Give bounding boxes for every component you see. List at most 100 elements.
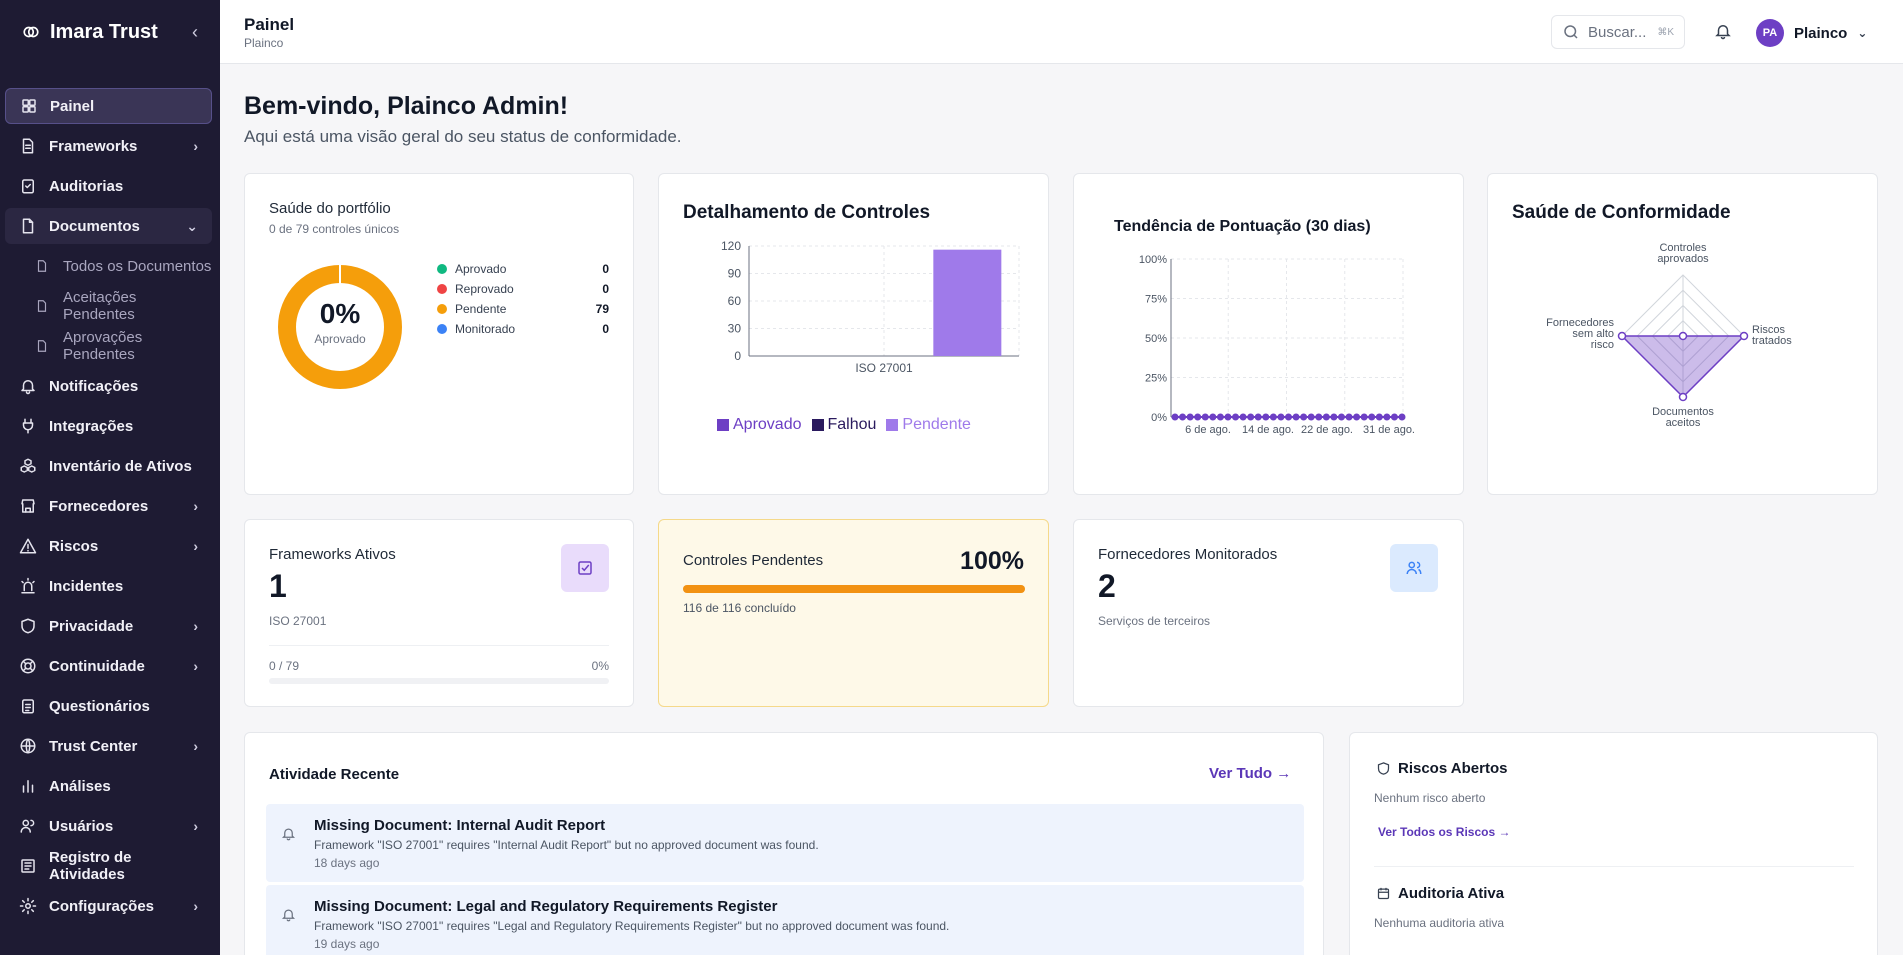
sidebar-item-auditorias[interactable]: Auditorias [5, 168, 212, 204]
activity-time: 19 days ago [314, 937, 380, 951]
radar-point [1678, 331, 1688, 341]
sidebar-item-label: Trust Center [49, 737, 138, 755]
y-tick-label: 30 [728, 322, 742, 336]
sidebar-item-label: Integrações [49, 417, 134, 435]
frameworks-stat-value: 1 [269, 568, 287, 604]
activity-item[interactable]: Missing Document: Internal Audit Report F… [266, 804, 1304, 882]
score-point [1337, 413, 1345, 421]
sidebar: Imara Trust ‹ Painel Frameworks › Auditoria… [0, 0, 220, 955]
portfolio-title: Saúde do portfólio [269, 200, 391, 217]
welcome-subtitle: Aqui está uma visão geral do seu status … [244, 127, 682, 146]
sidebar-item-continuidade[interactable]: Continuidade › [5, 648, 212, 684]
compliance-health-card: Saúde de Conformidade Controles aprovados… [1487, 173, 1878, 495]
open-risks-title: Riscos Abertos [1398, 760, 1508, 777]
chevron-right-icon: › [193, 618, 198, 634]
score-point [1375, 413, 1383, 421]
portfolio-percent: 0% [319, 298, 361, 329]
view-all-risks-link[interactable]: Ver Todos os Riscos → [1378, 825, 1511, 839]
globe-icon [19, 737, 37, 755]
sidebar-item-notificacoes[interactable]: Notificações [5, 368, 212, 404]
user-name: Plainco [1794, 24, 1848, 42]
view-all-activity-link[interactable]: Ver Tudo → [1209, 765, 1292, 782]
chevron-right-icon: › [193, 658, 198, 674]
radar-axis-label: Riscos tratados [1752, 324, 1792, 347]
siren-icon [19, 577, 37, 595]
chevron-right-icon: › [193, 898, 198, 914]
pending-progress-fill [683, 585, 1025, 593]
active-audit-title: Auditoria Ativa [1398, 885, 1505, 902]
score-point [1262, 413, 1270, 421]
search-placeholder: Buscar... [1588, 23, 1647, 41]
score-point [1307, 413, 1315, 421]
sidebar-item-label: Notificações [49, 377, 139, 395]
sidebar-item-analises[interactable]: Análises [5, 768, 212, 804]
sidebar-subitem[interactable]: Aceitações Pendentes [5, 288, 212, 324]
sidebar-item-label: Inventário de Ativos [49, 457, 192, 475]
legend-item: Aprovado 0 [437, 262, 609, 276]
welcome-title: Bem-vindo, Plainco Admin! [244, 92, 569, 120]
chevron-right-icon: › [193, 738, 198, 754]
score-point [1315, 413, 1323, 421]
sidebar-item-frameworks[interactable]: Frameworks › [5, 128, 212, 164]
search-input[interactable]: Buscar... ⌘K [1551, 15, 1685, 49]
bar-legend-item: Pendente [886, 416, 971, 434]
sidebar-item-integracoes[interactable]: Integrações [5, 408, 212, 444]
vendors-stat-value: 2 [1098, 568, 1116, 604]
sidebar-item-usuarios[interactable]: Usuários › [5, 808, 212, 844]
activity-item[interactable]: Missing Document: Legal and Regulatory R… [266, 885, 1304, 955]
activity-time: 18 days ago [314, 856, 380, 870]
legend-swatch [886, 419, 899, 431]
divider [1374, 866, 1854, 867]
sidebar-item-configuracoes[interactable]: Configurações › [5, 888, 212, 924]
score-point [1194, 413, 1202, 421]
frameworks-stat-card: Frameworks Ativos 1 ISO 27001 0 / 79 0% [244, 519, 634, 707]
pending-controls-sub: 116 de 116 concluído [683, 601, 796, 615]
brand[interactable]: Imara Trust ‹ [0, 0, 220, 64]
legend-swatch [717, 419, 729, 431]
sidebar-subitem[interactable]: Todos os Documentos [5, 248, 212, 284]
controls-breakdown-card: Detalhamento de Controles 0 30 60 90 120 ISO … [658, 173, 1049, 495]
sidebar-item-registro-de-atividades[interactable]: Registro de Atividades [5, 848, 212, 884]
radar-area [1620, 335, 1746, 399]
score-point [1269, 413, 1277, 421]
frameworks-icon-box [561, 544, 609, 592]
score-point [1300, 413, 1308, 421]
score-point [1330, 413, 1338, 421]
sidebar-subitem-label: Aceitações Pendentes [63, 289, 137, 323]
legend-count: 0 [602, 282, 609, 296]
sidebar-item-privacidade[interactable]: Privacidade › [5, 608, 212, 644]
bar-legend-item: Aprovado [717, 416, 802, 434]
sidebar-item-painel[interactable]: Painel [5, 88, 212, 124]
score-point [1239, 413, 1247, 421]
sidebar-item-trust-center[interactable]: Trust Center › [5, 728, 212, 764]
x-tick-label: ISO 27001 [855, 361, 913, 375]
user-menu[interactable]: PA Plainco ⌄ [1756, 19, 1867, 47]
recent-activity-card: Atividade Recente Ver Tudo → Missing Doc… [244, 732, 1324, 955]
sidebar-item-documentos[interactable]: Documentos ⌄ [5, 208, 212, 244]
notifications-bell-icon[interactable] [1714, 22, 1732, 40]
sidebar-subitem[interactable]: Aprovações Pendentes [5, 328, 212, 364]
sidebar-item-incidentes[interactable]: Incidentes [5, 568, 212, 604]
sidebar-item-fornecedores[interactable]: Fornecedores › [5, 488, 212, 524]
score-point [1383, 413, 1391, 421]
users-icon [1405, 559, 1423, 577]
x-tick-label: 22 de ago. [1301, 424, 1353, 436]
score-point [1292, 413, 1300, 421]
bell-icon [279, 824, 297, 842]
brand-name: Imara Trust [50, 20, 158, 43]
score-point [1277, 413, 1285, 421]
sidebar-subitem-label: Aprovações Pendentes [63, 329, 143, 363]
collapse-sidebar-icon[interactable]: ‹ [192, 21, 198, 42]
score-trend-card: Tendência de Pontuação (30 dias) 0% 25% 50… [1073, 173, 1464, 495]
sidebar-item-inventario-de-ativos[interactable]: Inventário de Ativos [5, 448, 212, 484]
score-point [1285, 413, 1292, 421]
legend-label: Aprovado [455, 262, 507, 276]
sidebar-item-riscos[interactable]: Riscos › [5, 528, 212, 564]
score-trend-title: Tendência de Pontuação (30 dias) [1114, 218, 1371, 235]
sidebar-item-questionarios[interactable]: Questionários [5, 688, 212, 724]
portfolio-health-card: Saúde do portfólio 0 de 79 controles úni… [244, 173, 634, 495]
radar-point [1678, 392, 1688, 402]
shield-icon [1374, 759, 1392, 777]
legend-label: Aprovado [733, 416, 802, 433]
legend-dot [437, 304, 447, 314]
